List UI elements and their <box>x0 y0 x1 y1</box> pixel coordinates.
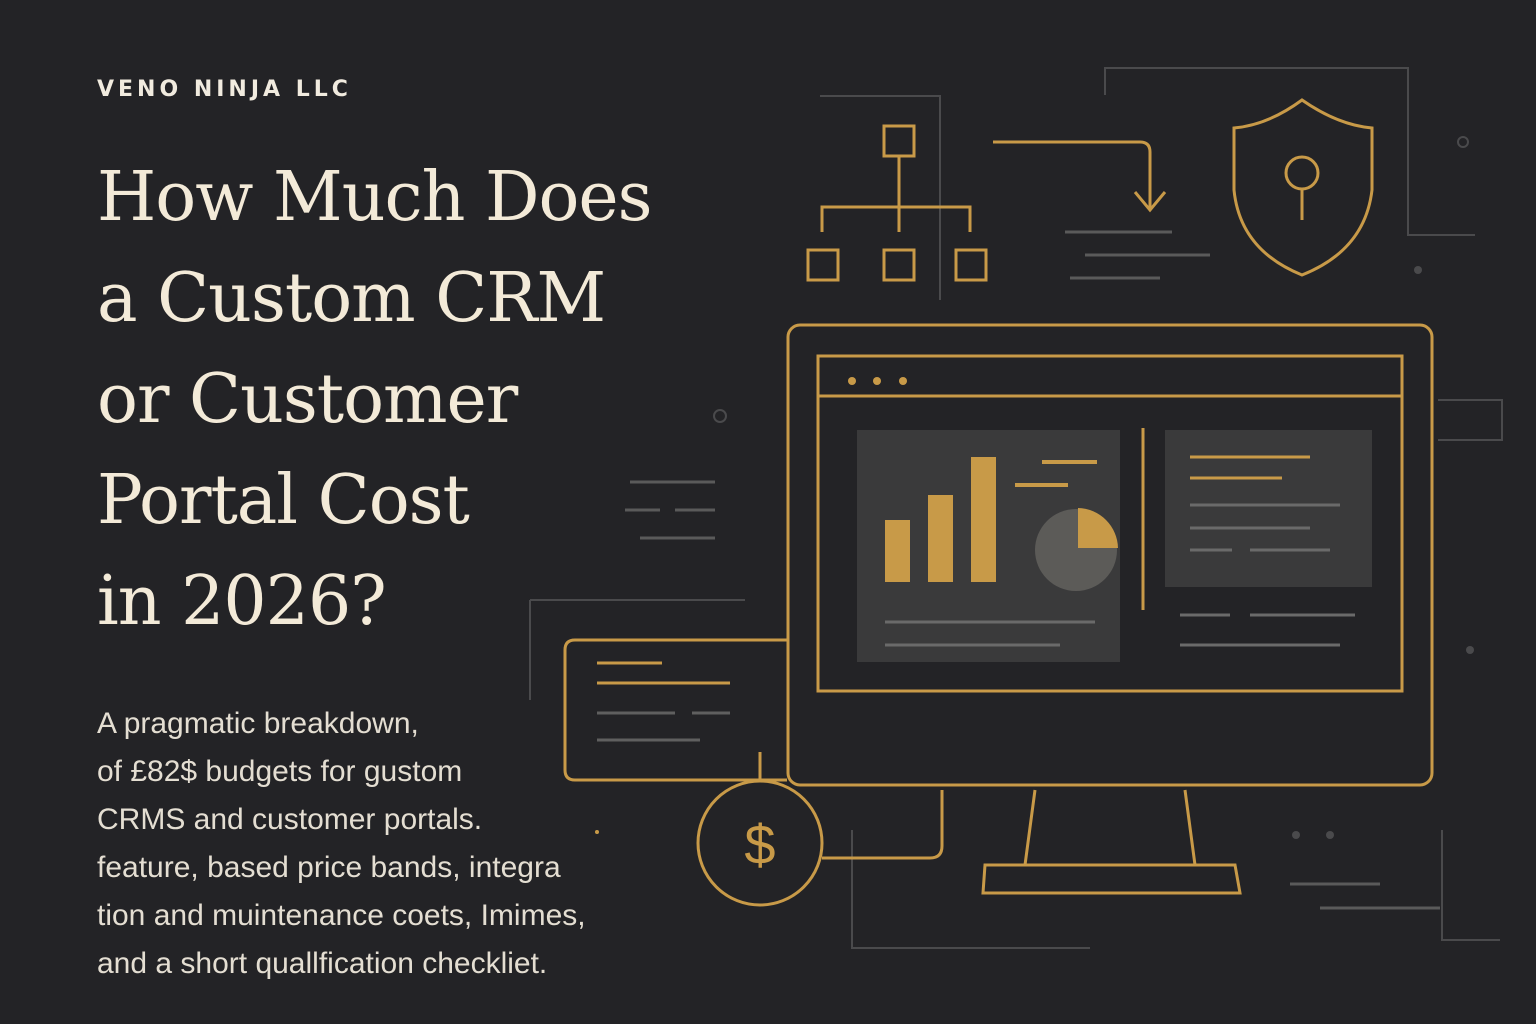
title-line: How Much Does <box>97 158 652 237</box>
title-line: Portal Cost <box>97 461 470 540</box>
coin-symbol: $ <box>744 813 775 876</box>
description-line: CRMS and customer portals. <box>97 803 482 836</box>
description-line: and a short quallfication checkliet. <box>97 947 547 980</box>
title-line: or Customer <box>97 360 519 439</box>
description: A pragmatic breakdown, of £82$ budgets fo… <box>97 707 586 980</box>
description-line: of £82$ budgets for gustom <box>97 755 462 788</box>
description-line: feature, based price bands, integra <box>97 851 561 884</box>
illustration: $ <box>529 67 1503 949</box>
description-line: A pragmatic breakdown, <box>97 707 419 740</box>
title-line: in 2026? <box>97 562 386 641</box>
title-line: a Custom CRM <box>97 259 605 338</box>
description-line: tion and muintenance coets, Imimes, <box>97 899 586 932</box>
brand: VENO NINJA LLC <box>97 77 352 102</box>
title: How Much Does a Custom CRM or Customer Port… <box>97 158 653 641</box>
